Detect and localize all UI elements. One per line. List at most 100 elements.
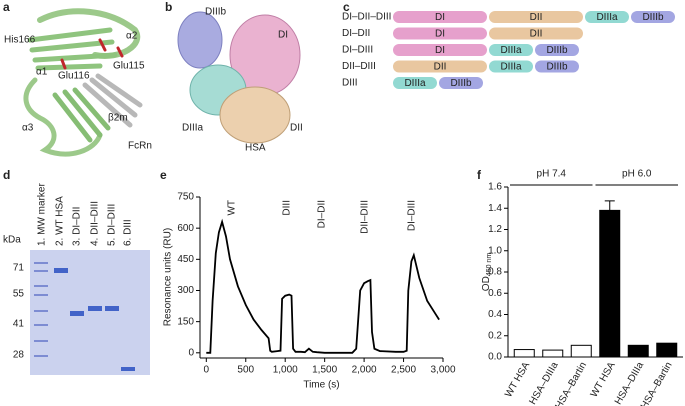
domain-label: DIIIb bbox=[450, 78, 472, 89]
structure-label: β2m bbox=[108, 113, 128, 124]
structure-label: Glu115 bbox=[113, 61, 145, 72]
marker-label: 55 bbox=[13, 289, 25, 300]
bar bbox=[542, 349, 564, 358]
structure-label: His166 bbox=[4, 35, 36, 46]
y-axis-label: OD450 nm bbox=[481, 253, 493, 292]
structure-label: α2 bbox=[126, 31, 138, 42]
structure-label: DIIIa bbox=[182, 123, 204, 134]
construct-name: DI–DIII bbox=[342, 45, 373, 56]
domain-label: DIIIb bbox=[546, 45, 568, 56]
bar bbox=[570, 344, 592, 358]
lane-label: 5. DI–DIII bbox=[107, 204, 118, 246]
domain bbox=[393, 60, 487, 73]
y-tick-label: 0 bbox=[188, 347, 194, 358]
x-tick-label: WT HSA bbox=[589, 360, 618, 399]
construct-name: DI–DII bbox=[342, 28, 370, 39]
domain-label: DIIIa bbox=[596, 12, 618, 23]
annotation: DIII bbox=[282, 200, 293, 216]
group-label: pH 6.0 bbox=[622, 169, 652, 180]
domain-label: DIIIa bbox=[500, 62, 522, 73]
x-tick-label: 1,000 bbox=[273, 365, 298, 376]
lane-label: 2. WT HSA bbox=[55, 196, 66, 246]
domain-label: DII bbox=[530, 12, 543, 23]
bar bbox=[656, 342, 678, 358]
panel-label: e bbox=[160, 168, 167, 182]
structure-label: FcRn bbox=[128, 141, 152, 152]
y-axis-label-sub: 450 nm bbox=[486, 253, 493, 277]
line bbox=[206, 218, 440, 354]
panel-label: d bbox=[3, 168, 10, 182]
domain-label: DI bbox=[435, 29, 445, 40]
y-tick-label: 600 bbox=[177, 223, 194, 234]
domain-label: DIIIb bbox=[642, 12, 664, 23]
error-bar bbox=[604, 200, 615, 211]
structure-label: DI bbox=[278, 30, 288, 41]
x-tick-label: HSA–DIIIa bbox=[527, 360, 560, 406]
x-tick-label: 1,500 bbox=[312, 365, 337, 376]
lane-label: 4. DII–DIII bbox=[90, 201, 101, 246]
x-tick-label: HSA–DIIIa bbox=[613, 360, 646, 406]
y-tick-label: 450 bbox=[177, 254, 194, 265]
y-tick-label: 150 bbox=[177, 316, 194, 327]
domain bbox=[489, 27, 583, 40]
group-label: pH 7.4 bbox=[537, 169, 567, 180]
structure-label: α1 bbox=[36, 67, 48, 78]
x-axis-label: Time (s) bbox=[303, 380, 339, 391]
bar bbox=[513, 349, 535, 358]
gel bbox=[30, 250, 150, 375]
panel-label: a bbox=[3, 0, 10, 14]
domain-label: DIIIb bbox=[546, 62, 568, 73]
x-tick-label: 2,000 bbox=[352, 365, 377, 376]
marker-label: 41 bbox=[13, 319, 25, 330]
y-tick-label: 0.6 bbox=[488, 288, 502, 299]
structure-label: DII bbox=[290, 123, 303, 134]
y-axis-label: Resonance units (RU) bbox=[163, 228, 174, 326]
domain-label: DIIIa bbox=[404, 78, 426, 89]
x-tick-label: 500 bbox=[237, 365, 254, 376]
y-tick-label: 1.2 bbox=[488, 224, 502, 235]
lane-label: 1. MW marker bbox=[37, 183, 48, 246]
annotation: WT bbox=[227, 200, 238, 216]
annotation: DII–DIII bbox=[360, 200, 371, 234]
x-tick-label: 3,000 bbox=[430, 365, 455, 376]
panel-label: b bbox=[165, 0, 172, 14]
y-tick-label: 1.4 bbox=[488, 203, 502, 214]
domain bbox=[535, 60, 579, 73]
construct-name: DIII bbox=[342, 78, 358, 89]
domain-label: DII bbox=[434, 62, 447, 73]
domain bbox=[393, 44, 487, 56]
construct-name: DII–DIII bbox=[342, 61, 376, 72]
y-tick-label: 1.6 bbox=[488, 182, 502, 193]
y-tick-label: 1.0 bbox=[488, 245, 502, 256]
y-tick-label: 300 bbox=[177, 285, 194, 296]
x-tick-label: WT HSA bbox=[503, 360, 532, 399]
structure-label: Glu116 bbox=[58, 71, 90, 82]
domain bbox=[489, 44, 533, 56]
y-tick-label: 750 bbox=[177, 192, 194, 203]
y-tick-label: 0.2 bbox=[488, 330, 502, 341]
domain-label: DIIIa bbox=[500, 45, 522, 56]
y-axis-label-main: OD bbox=[481, 276, 492, 291]
domain bbox=[535, 44, 579, 56]
structure-label: α3 bbox=[22, 123, 34, 134]
domain-label: DI bbox=[435, 12, 445, 23]
bar bbox=[627, 344, 649, 358]
domain-label: DII bbox=[530, 29, 543, 40]
construct-name: DI–DII–DIII bbox=[342, 12, 391, 23]
domain bbox=[393, 11, 487, 23]
y-tick-label: 0.4 bbox=[488, 309, 502, 320]
structure-label: DIIIb bbox=[205, 7, 227, 18]
structure-label: HSA bbox=[245, 143, 266, 154]
hsa-structure bbox=[177, 11, 301, 144]
bar bbox=[599, 209, 621, 358]
panel-label: c bbox=[343, 0, 350, 14]
domain bbox=[393, 77, 437, 89]
panel-label: f bbox=[477, 168, 482, 182]
x-tick-label: 0 bbox=[204, 365, 210, 376]
lane-label: 6. DIII bbox=[123, 219, 134, 246]
marker-label: 28 bbox=[13, 350, 25, 361]
unit-label: kDa bbox=[3, 235, 21, 246]
domain bbox=[393, 27, 487, 40]
